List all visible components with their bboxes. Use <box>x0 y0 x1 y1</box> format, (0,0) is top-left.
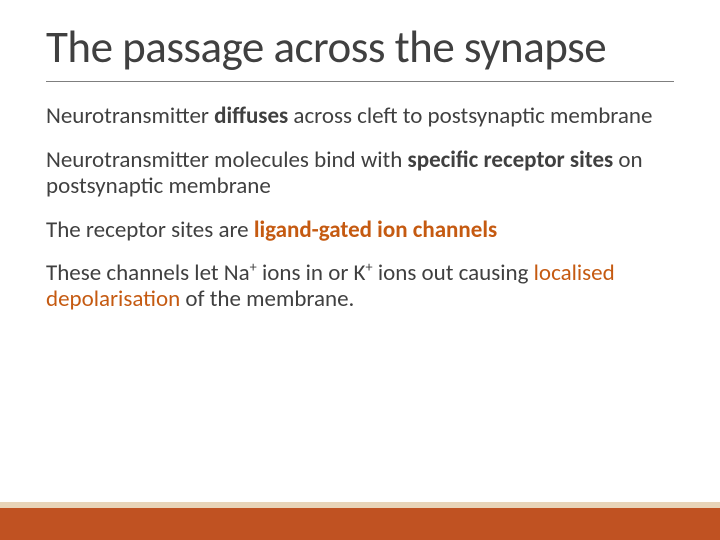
slide-title: The passage across the synapse <box>46 24 674 82</box>
paragraph-1: Neurotransmitter diffuses across cleft t… <box>46 104 674 130</box>
footer-main-strip <box>0 508 720 540</box>
footer-bar <box>0 502 720 540</box>
slide: The passage across the synapse Neurotran… <box>0 0 720 540</box>
paragraph-4: These channels let Na+ ions in or K+ ion… <box>46 261 674 313</box>
paragraph-3: The receptor sites are ligand-gated ion … <box>46 218 674 244</box>
paragraph-2: Neurotransmitter molecules bind with spe… <box>46 148 674 200</box>
slide-body: Neurotransmitter diffuses across cleft t… <box>46 104 674 313</box>
